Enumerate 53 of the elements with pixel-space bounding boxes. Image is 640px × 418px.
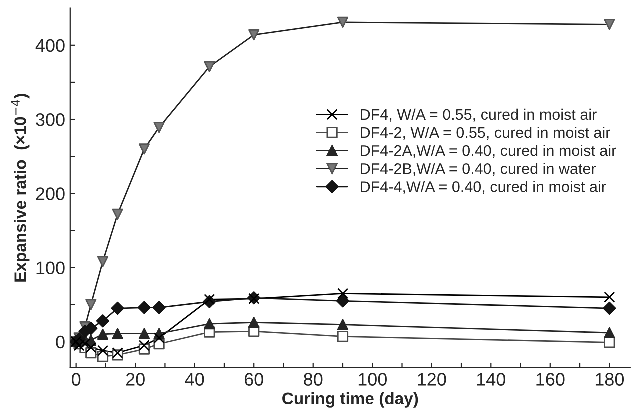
point bbox=[138, 301, 152, 314]
y-tick-label: 200 bbox=[36, 188, 65, 200]
point bbox=[96, 314, 110, 328]
x-tick-label: 120 bbox=[418, 373, 446, 386]
legend-label: DF4-4,W/A = 0.40, cured in moist air bbox=[361, 181, 606, 194]
x-tick-label: 140 bbox=[477, 373, 506, 386]
point bbox=[337, 16, 349, 28]
point bbox=[112, 328, 124, 340]
point bbox=[86, 299, 97, 310]
point bbox=[97, 328, 109, 340]
point bbox=[604, 292, 616, 303]
point bbox=[337, 288, 349, 300]
y-axis-title: Expansive ratio (×10$^{−4}$) bbox=[11, 94, 30, 282]
point bbox=[97, 256, 109, 268]
x-tick-label: 160 bbox=[536, 373, 565, 386]
point bbox=[97, 345, 109, 356]
point bbox=[138, 340, 150, 352]
point bbox=[204, 318, 216, 330]
x-tick-label: 80 bbox=[304, 373, 323, 386]
x-tick-label: 100 bbox=[358, 373, 387, 386]
point bbox=[604, 327, 616, 339]
legend-label: DF4, W/A = 0.55, cured in moist air bbox=[361, 108, 597, 122]
x-tick-label: 20 bbox=[126, 373, 145, 386]
point bbox=[336, 294, 350, 308]
y-tick-label: 300 bbox=[36, 113, 65, 126]
legend-label: DF4-2, W/A = 0.55, cured in moist air bbox=[361, 126, 610, 140]
y-tick-label: 0 bbox=[56, 336, 65, 349]
point bbox=[204, 61, 216, 72]
point bbox=[154, 122, 165, 134]
point bbox=[152, 301, 166, 314]
point bbox=[138, 328, 150, 340]
point bbox=[112, 208, 124, 220]
point bbox=[138, 144, 150, 155]
point bbox=[604, 19, 616, 30]
point bbox=[248, 317, 260, 328]
point bbox=[337, 319, 349, 330]
point bbox=[337, 331, 349, 342]
point bbox=[84, 322, 98, 336]
point bbox=[204, 294, 216, 306]
point bbox=[603, 302, 616, 316]
x-tick-label: 180 bbox=[596, 373, 624, 386]
x-axis-title: Curing time (day) bbox=[282, 392, 418, 408]
point bbox=[111, 302, 124, 316]
y-tick-label: 400 bbox=[36, 39, 65, 52]
point bbox=[112, 347, 124, 359]
x-tick-label: 40 bbox=[185, 373, 204, 386]
point bbox=[248, 29, 260, 41]
y-tick-label: 100 bbox=[36, 262, 65, 274]
x-tick-label: 0 bbox=[72, 373, 81, 386]
legend-label: DF4-2B,W/A = 0.40, cured in water bbox=[361, 163, 596, 176]
point bbox=[154, 332, 165, 344]
x-tick-label: 60 bbox=[244, 373, 264, 386]
legend-label: DF4-2A,W/A = 0.40, cured in moist air bbox=[361, 145, 616, 158]
